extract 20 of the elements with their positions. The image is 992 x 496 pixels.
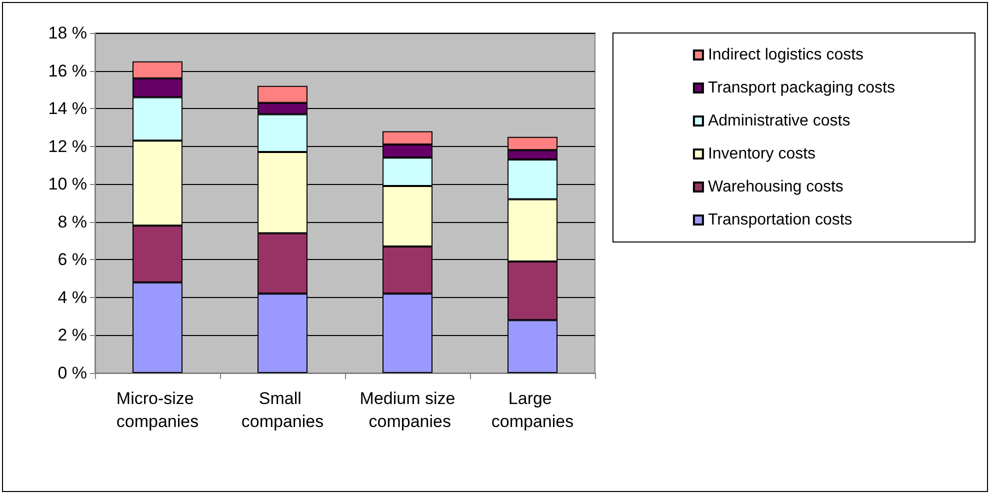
y-tick-label: 14 %	[48, 99, 87, 118]
y-tick-label: 16 %	[48, 61, 87, 80]
legend-label: Indirect logistics costs	[708, 46, 864, 64]
x-tick-label: Medium size companies	[360, 389, 456, 431]
y-tick-label: 8 %	[58, 212, 87, 232]
y-tick-label: 0 %	[58, 364, 87, 382]
y-tick-label: 18 %	[48, 24, 87, 42]
legend-label: Inventory costs	[708, 146, 816, 162]
y-tick-label: 4 %	[58, 288, 87, 307]
y-tick-label: 10 %	[48, 174, 87, 194]
x-tick-label: Micro-size companies	[116, 389, 199, 431]
legend-label: Transport packaging costs	[708, 80, 896, 96]
x-tick-label: Large companies	[491, 389, 574, 431]
legend-label: Warehousing costs	[708, 178, 844, 196]
y-tick-label: 2 %	[58, 326, 87, 345]
y-tick-label: 12 %	[48, 136, 87, 156]
legend-label: Transportation costs	[708, 212, 852, 228]
x-tick-label: Small companies	[241, 389, 324, 431]
y-tick-label: 6 %	[58, 250, 87, 270]
legend-label: Administrative costs	[708, 112, 850, 130]
